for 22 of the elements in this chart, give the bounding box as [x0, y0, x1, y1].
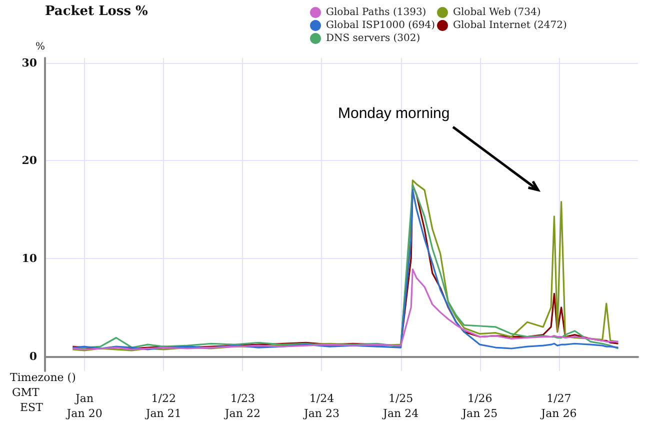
y-tick-label: 30: [22, 56, 38, 70]
text: Timezone (): [10, 371, 76, 384]
chart-title: Packet Loss %: [45, 4, 149, 19]
legend-label: Global ISP1000 (694): [326, 20, 436, 31]
legend-label: Global Internet (2472): [452, 20, 567, 31]
x-tick-label: 1/27 Jan 26: [540, 392, 577, 420]
x-tick-label: 1/23 Jan 22: [224, 392, 260, 420]
legend-label: Global Web (734): [452, 7, 541, 18]
x-tick-label: 1/22 Jan 21: [144, 392, 182, 420]
x-tick-label: 1/26 Jan 25: [461, 392, 498, 420]
x-tick-label: 1/25 Jan 24: [382, 392, 419, 420]
x-tick-label: 1/24 Jan 23: [302, 392, 340, 420]
legend-label: Global Paths (1393): [326, 7, 426, 18]
x-tick-label: Jan Jan 20: [66, 392, 102, 420]
annotation: Monday morning: [338, 105, 450, 122]
y-tick-label: 10: [22, 252, 38, 266]
y-tick-label: 20: [22, 154, 38, 168]
legend-label: DNS servers (302): [326, 33, 420, 44]
y-axis-title: %: [35, 42, 45, 52]
y-tick-label: 0: [29, 350, 38, 363]
text: EST: [20, 401, 44, 414]
text: GMT: [12, 386, 40, 399]
